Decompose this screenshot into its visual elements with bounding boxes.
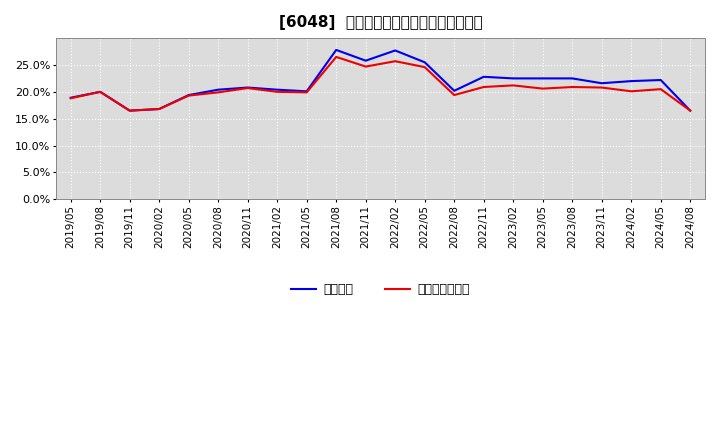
固定比率 [302,89,311,94]
固定比率 [450,88,459,93]
Line: 固定比率: 固定比率 [71,50,690,110]
固定比率 [66,95,75,100]
固定長期適合率 [243,85,252,91]
Title: [6048]  固定比率、固定長期適合率の推移: [6048] 固定比率、固定長期適合率の推移 [279,15,482,30]
固定比率 [509,76,518,81]
固定比率 [539,76,547,81]
固定長期適合率 [657,87,665,92]
固定長期適合率 [302,90,311,95]
固定長期適合率 [155,106,163,112]
固定比率 [125,108,134,113]
固定長期適合率 [450,92,459,98]
固定比率 [480,74,488,80]
固定比率 [214,87,222,92]
固定長期適合率 [480,84,488,90]
Line: 固定長期適合率: 固定長期適合率 [71,57,690,110]
固定長期適合率 [273,89,282,95]
固定長期適合率 [184,93,193,98]
固定比率 [361,58,370,63]
固定長期適合率 [509,83,518,88]
固定比率 [391,48,400,53]
固定長期適合率 [214,90,222,95]
固定長期適合率 [568,84,577,90]
固定比率 [184,92,193,98]
固定長期適合率 [361,64,370,69]
固定比率 [568,76,577,81]
固定比率 [155,106,163,112]
固定長期適合率 [391,59,400,64]
固定長期適合率 [66,95,75,101]
固定長期適合率 [598,85,606,90]
固定比率 [273,87,282,92]
固定長期適合率 [539,86,547,91]
固定長期適合率 [332,54,341,59]
固定比率 [686,108,695,113]
固定比率 [627,78,636,84]
Legend: 固定比率, 固定長期適合率: 固定比率, 固定長期適合率 [286,278,475,301]
固定長期適合率 [686,108,695,113]
固定比率 [420,60,429,65]
固定長期適合率 [96,89,104,95]
固定比率 [332,47,341,52]
固定長期適合率 [420,65,429,70]
固定長期適合率 [125,108,134,113]
固定比率 [96,89,104,95]
固定比率 [598,81,606,86]
固定比率 [657,77,665,83]
固定比率 [243,85,252,90]
固定長期適合率 [627,89,636,94]
